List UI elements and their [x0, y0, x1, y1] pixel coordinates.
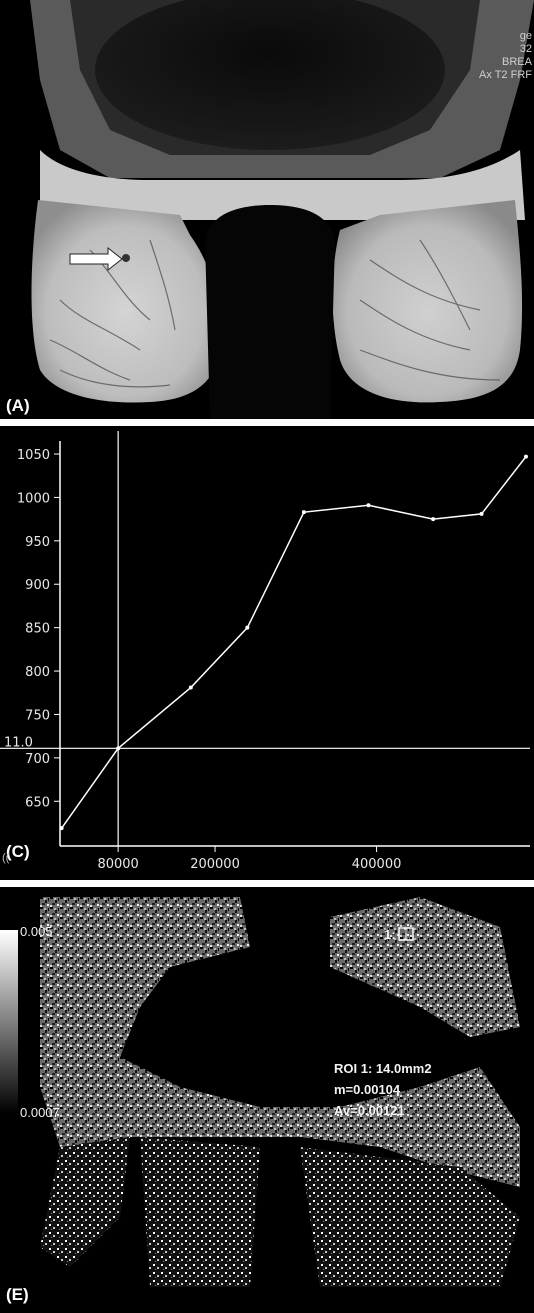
crosshair-label: 11.0 [4, 735, 33, 750]
overlay-line: BREA [502, 56, 532, 68]
y-tick-label: 750 [25, 708, 50, 723]
roi-stats: ROI 1: 14.0mm2 m=0.00104 Av=0.00121 [334, 1058, 432, 1121]
data-point [301, 510, 306, 515]
data-point [245, 625, 250, 630]
roi-mean: m=0.00104 [334, 1082, 401, 1097]
data-point [431, 517, 436, 522]
y-tick-label: 650 [25, 795, 50, 810]
y-tick-label: 900 [25, 578, 50, 593]
data-point [523, 454, 528, 459]
panel-label-a: (A) [6, 396, 30, 415]
roi-average: Av=0.00121 [334, 1103, 405, 1118]
y-tick-label: 1050 [17, 448, 50, 463]
x-tick-label: 400000 [352, 857, 402, 872]
corner-fragment: (( [2, 852, 10, 864]
roi-area: ROI 1: 14.0mm2 [334, 1061, 432, 1076]
adc-map-panel-e: 0.005 0.0007 1: ROI 1: 14.0mm2 m=0.00104… [0, 887, 534, 1313]
y-tick-label: 1000 [17, 491, 50, 506]
y-tick-label: 700 [25, 752, 50, 767]
signal-chart: 650 700 750 800 850 900 950 1000 1050 80000 200000… [0, 431, 530, 872]
series-line [61, 456, 527, 829]
colorbar-max-label: 0.005 [20, 924, 53, 939]
data-point [479, 511, 484, 516]
y-tick-label: 950 [25, 535, 50, 550]
panel-label-c: (C) [6, 842, 30, 861]
scan-info-overlay: ge 32 BREA Ax T2 FRF [479, 30, 532, 82]
overlay-line: 32 [519, 43, 532, 55]
roi-index-label: 1: [384, 927, 396, 942]
data-point [59, 826, 64, 831]
colorbar-min-label: 0.0007 [20, 1105, 60, 1120]
chart-panel-c: 650 700 750 800 850 900 950 1000 1050 80000 200000… [0, 426, 534, 880]
mri-image-a [0, 0, 534, 419]
y-tick-label: 850 [25, 622, 50, 637]
overlay-line: ge [519, 30, 532, 42]
mri-panel-a: ge 32 BREA Ax T2 FRF (A) [0, 0, 534, 419]
y-tick-label: 800 [25, 665, 50, 680]
adc-map-image [0, 887, 534, 1313]
x-tick-label: 80000 [97, 857, 138, 872]
data-point [366, 503, 371, 508]
lesion-arrow-icon [69, 246, 123, 272]
x-tick-label: 200000 [190, 857, 240, 872]
colorbar [0, 930, 18, 1114]
panel-label-e: (E) [6, 1285, 29, 1304]
data-point [188, 685, 193, 690]
overlay-line: Ax T2 FRF [479, 69, 532, 81]
data-point [116, 746, 121, 751]
